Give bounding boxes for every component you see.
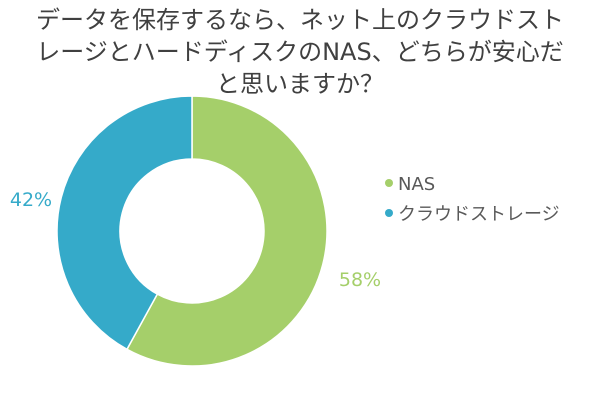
data-label-cloud-storage: 42% (10, 189, 52, 211)
chart-title: データを保存するなら、ネット上のクラウドスト レージとハードディスクのNAS、ど… (36, 6, 564, 98)
data-label-nas: 58% (339, 269, 381, 291)
slice-cloud-storage (56, 95, 193, 351)
chart-title-line-2: レージとハードディスクのNAS、どちらが安心だ (36, 38, 563, 66)
chart-title-line-1: データを保存するなら、ネット上のクラウドスト (36, 6, 564, 34)
legend: NAS クラウドストレージ (385, 174, 560, 225)
legend-marker-nas (385, 179, 393, 187)
chart-title-line-3: と思いますか？ (216, 70, 384, 98)
legend-item-nas: NAS (385, 174, 435, 195)
legend-item-cloud-storage: クラウドストレージ (385, 204, 560, 225)
legend-label-cloud-storage: クラウドストレージ (398, 204, 560, 225)
slice-nas (125, 95, 328, 367)
legend-label-nas: NAS (398, 174, 435, 195)
legend-marker-cloud-storage (385, 209, 393, 217)
donut-slices (56, 95, 328, 367)
